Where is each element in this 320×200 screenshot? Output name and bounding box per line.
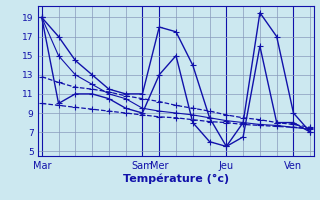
X-axis label: Température (°c): Température (°c) (123, 174, 229, 184)
